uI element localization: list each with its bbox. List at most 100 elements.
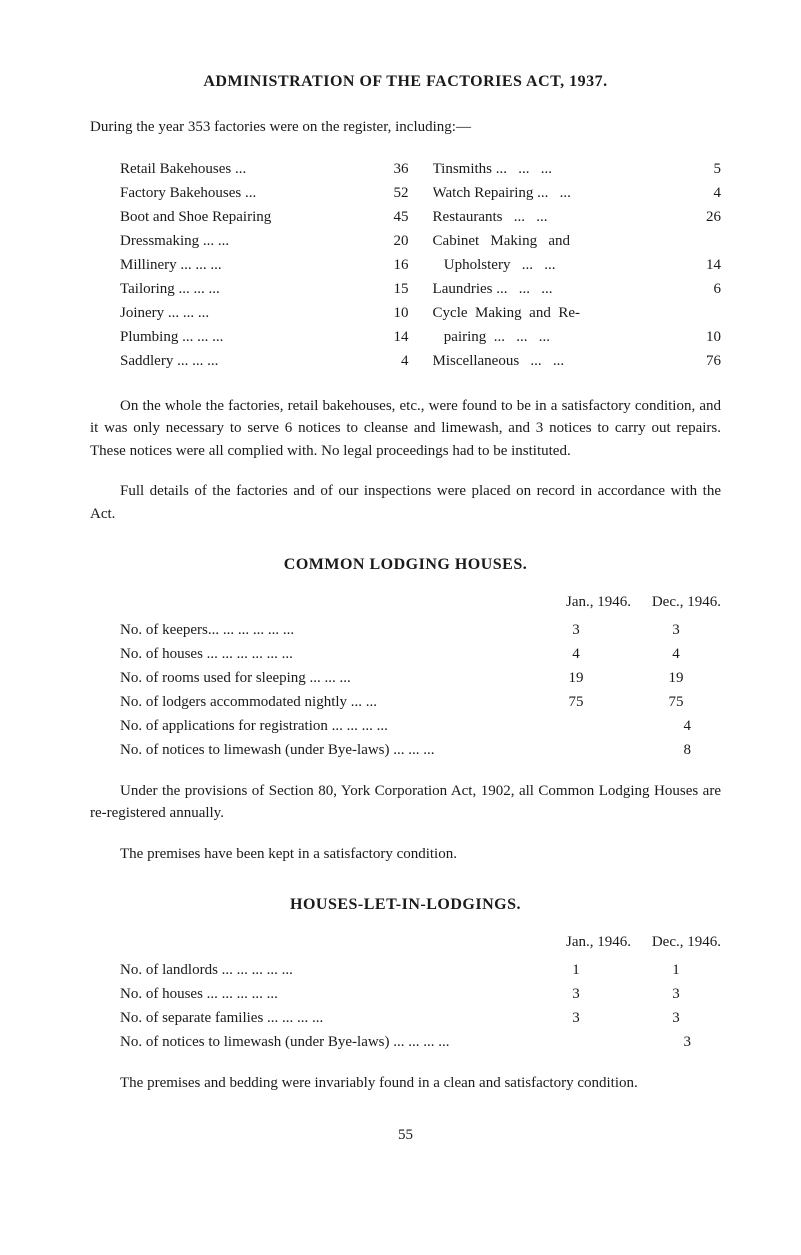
list-item: Restaurants ... ...26 <box>433 205 721 229</box>
list-item: Dressmaking ... ...20 <box>120 229 408 253</box>
paragraph-1: On the whole the factories, retail bakeh… <box>90 395 721 463</box>
row-val-a: 19 <box>521 666 631 690</box>
item-label: Tinsmiths ... ... ... <box>433 157 691 181</box>
item-value: 6 <box>691 277 721 301</box>
list-item: Cabinet Making and <box>433 229 721 253</box>
list-item: Tinsmiths ... ... ...5 <box>433 157 721 181</box>
item-value: 10 <box>378 301 408 325</box>
row-val-b: 1 <box>631 958 721 982</box>
item-value: 26 <box>691 205 721 229</box>
item-value: 15 <box>378 277 408 301</box>
item-value: 4 <box>691 181 721 205</box>
list-item: pairing ... ... ...10 <box>433 325 721 349</box>
page-title: ADMINISTRATION OF THE FACTORIES ACT, 193… <box>90 70 721 94</box>
item-label: Millinery ... ... ... <box>120 253 378 277</box>
row-val-a: 3 <box>521 1006 631 1030</box>
row-val: 4 <box>631 714 721 738</box>
row-val-b: 4 <box>631 642 721 666</box>
row-label: No. of lodgers accommodated nightly ... … <box>120 690 521 714</box>
list-item: Upholstery ... ...14 <box>433 253 721 277</box>
item-label: Plumbing ... ... ... <box>120 325 378 349</box>
stats-header-3: Jan., 1946. Dec., 1946. <box>120 931 721 954</box>
item-value: 52 <box>378 181 408 205</box>
stats-row: No. of notices to limewash (under Bye-la… <box>120 738 721 762</box>
item-value <box>691 301 721 325</box>
stats-row: No. of houses ... ... ... ... ... ...44 <box>120 642 721 666</box>
row-val-b: 3 <box>631 982 721 1006</box>
item-value: 10 <box>691 325 721 349</box>
item-value: 16 <box>378 253 408 277</box>
item-label: Retail Bakehouses ... <box>120 157 378 181</box>
row-val: 3 <box>631 1030 721 1054</box>
list-item: Miscellaneous ... ...76 <box>433 349 721 373</box>
stats-row: No. of applications for registration ...… <box>120 714 721 738</box>
row-val-a: 1 <box>521 958 631 982</box>
item-value <box>691 229 721 253</box>
stats-row: No. of landlords ... ... ... ... ...11 <box>120 958 721 982</box>
header-jan: Jan., 1946. <box>521 591 631 614</box>
item-value: 14 <box>378 325 408 349</box>
lodging-stats: Jan., 1946. Dec., 1946. No. of keepers..… <box>90 591 721 762</box>
paragraph-4: The premises have been kept in a satisfa… <box>90 843 721 866</box>
item-value: 36 <box>378 157 408 181</box>
stats-header: Jan., 1946. Dec., 1946. <box>120 591 721 614</box>
list-item: Boot and Shoe Repairing 45 <box>120 205 408 229</box>
list-item: Laundries ... ... ...6 <box>433 277 721 301</box>
page-number: 55 <box>90 1124 721 1147</box>
list-item: Watch Repairing ... ...4 <box>433 181 721 205</box>
paragraph-3: Under the provisions of Section 80, York… <box>90 780 721 825</box>
list-item: Tailoring ... ... ...15 <box>120 277 408 301</box>
row-label: No. of applications for registration ...… <box>120 714 631 738</box>
row-val-b: 19 <box>631 666 721 690</box>
header-dec: Dec., 1946. <box>631 591 721 614</box>
row-val-a: 4 <box>521 642 631 666</box>
item-label: Laundries ... ... ... <box>433 277 691 301</box>
row-label: No. of houses ... ... ... ... ... <box>120 982 521 1006</box>
header3-jan: Jan., 1946. <box>521 931 631 954</box>
row-label: No. of houses ... ... ... ... ... ... <box>120 642 521 666</box>
item-label: Factory Bakehouses ... <box>120 181 378 205</box>
row-label: No. of keepers... ... ... ... ... ... <box>120 618 521 642</box>
stats-row: No. of rooms used for sleeping ... ... .… <box>120 666 721 690</box>
row-label: No. of landlords ... ... ... ... ... <box>120 958 521 982</box>
list-item: Joinery ... ... ...10 <box>120 301 408 325</box>
item-label: Tailoring ... ... ... <box>120 277 378 301</box>
paragraph-5: The premises and bedding were invariably… <box>90 1072 721 1095</box>
row-val-b: 3 <box>631 618 721 642</box>
item-label: Upholstery ... ... <box>433 253 691 277</box>
intro-text: During the year 353 factories were on th… <box>90 116 721 139</box>
stats-row: No. of separate families ... ... ... ...… <box>120 1006 721 1030</box>
item-value: 45 <box>378 205 408 229</box>
stats-row: No. of keepers... ... ... ... ... ...33 <box>120 618 721 642</box>
item-label: Joinery ... ... ... <box>120 301 378 325</box>
item-label: Cycle Making and Re- <box>433 301 691 325</box>
row-val-b: 75 <box>631 690 721 714</box>
item-label: Restaurants ... ... <box>433 205 691 229</box>
item-label: Dressmaking ... ... <box>120 229 378 253</box>
item-label: Cabinet Making and <box>433 229 691 253</box>
header3-dec: Dec., 1946. <box>631 931 721 954</box>
row-val-a: 75 <box>521 690 631 714</box>
item-label: Miscellaneous ... ... <box>433 349 691 373</box>
item-label: Watch Repairing ... ... <box>433 181 691 205</box>
section2-title: COMMON LODGING HOUSES. <box>90 553 721 577</box>
list-item: Saddlery ... ... ...4 <box>120 349 408 373</box>
row-label: No. of notices to limewash (under Bye-la… <box>120 738 631 762</box>
list-item: Cycle Making and Re- <box>433 301 721 325</box>
stats-row: No. of houses ... ... ... ... ...33 <box>120 982 721 1006</box>
factory-list: Retail Bakehouses ...36Factory Bakehouse… <box>90 157 721 373</box>
list-item: Millinery ... ... ...16 <box>120 253 408 277</box>
left-column: Retail Bakehouses ...36Factory Bakehouse… <box>120 157 408 373</box>
paragraph-2: Full details of the factories and of our… <box>90 480 721 525</box>
houses-let-stats: Jan., 1946. Dec., 1946. No. of landlords… <box>90 931 721 1054</box>
stats-row: No. of lodgers accommodated nightly ... … <box>120 690 721 714</box>
item-value: 5 <box>691 157 721 181</box>
row-val-a: 3 <box>521 982 631 1006</box>
row-label: No. of separate families ... ... ... ... <box>120 1006 521 1030</box>
right-column: Tinsmiths ... ... ...5Watch Repairing ..… <box>433 157 721 373</box>
item-value: 20 <box>378 229 408 253</box>
item-label: Saddlery ... ... ... <box>120 349 378 373</box>
item-value: 76 <box>691 349 721 373</box>
item-label: Boot and Shoe Repairing <box>120 205 378 229</box>
list-item: Retail Bakehouses ...36 <box>120 157 408 181</box>
